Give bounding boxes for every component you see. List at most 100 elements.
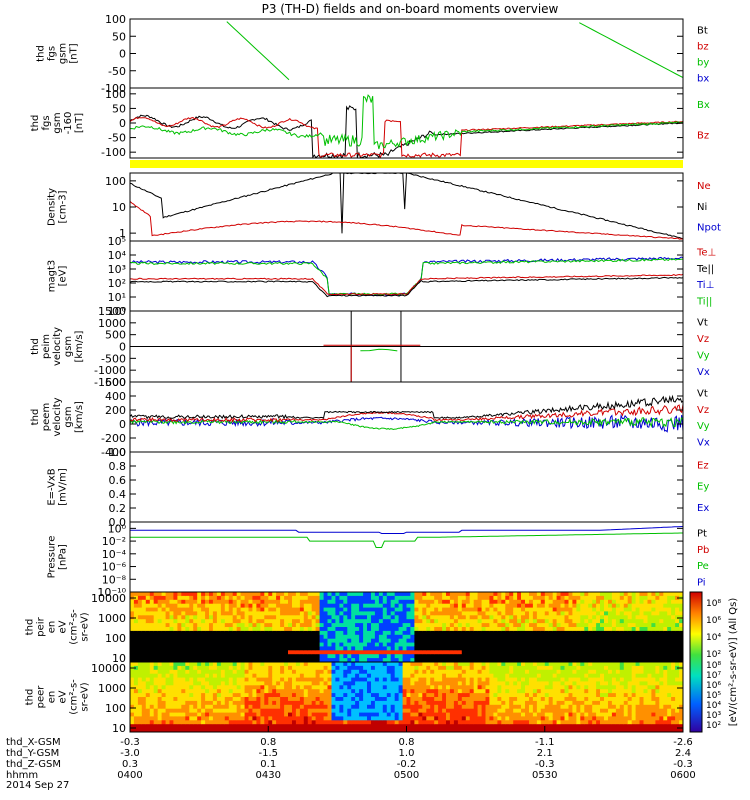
spectrogram-cell [525,689,530,694]
spectrogram-cell [216,724,222,729]
spectrogram-cell [280,693,285,698]
spectrogram-cell [161,595,167,601]
spectrogram-cell [216,720,222,725]
spectrogram-cell [220,592,226,597]
spectrogram-cell [485,654,490,659]
spectrogram-cell [556,607,562,612]
spectrogram-cell [216,662,222,667]
spectrogram-cell [505,658,510,662]
spectrogram-cell [137,677,143,682]
spectrogram-cell [232,677,238,682]
spectrogram-cell [481,712,487,717]
spectrogram-cell [568,646,573,651]
spectrogram-cell [169,592,174,597]
spectrogram-cell [319,673,325,679]
spectrogram-cell [671,630,676,636]
spectrogram-cell [319,642,325,647]
spectrogram-cell [153,603,159,609]
spectrogram-cell [556,595,562,601]
spectrogram-cell [485,642,490,647]
spectrogram-cell [453,627,459,632]
spectrogram-cell [584,720,589,725]
spectrogram-cell [659,634,664,640]
spectrogram-cell [130,654,135,659]
spectrogram-cell [556,603,562,609]
spectrogram-cell [149,662,155,667]
spectrogram-cell [343,728,348,732]
spectrogram-cell [260,685,265,690]
spectrogram-cell [205,615,210,620]
spectrogram-cell [209,592,214,597]
spectrogram-cell [216,646,222,651]
spectrogram-cell [600,704,605,710]
spectrogram-cell [209,615,214,620]
spectrogram-cell [319,665,325,671]
spectrogram-cell [335,712,340,717]
spectrogram-cell [493,677,498,682]
spectrogram-cell [205,681,210,686]
spectrogram-cell [185,646,190,651]
spectrogram-cell [201,658,206,662]
spectrogram-cell [647,642,652,647]
spectrogram-cell [608,662,613,667]
spectrogram-cell [398,623,404,628]
spectrogram-cell [272,665,277,671]
y-tick-label: 0.6 [109,474,127,487]
spectrogram-cell [615,658,621,662]
spectrogram-cell [272,677,277,682]
spectrogram-cell [181,607,186,612]
spectrogram-cell [133,611,139,616]
spectrogram-cell [240,627,246,632]
spectrogram-cell [351,603,356,609]
spectrogram-cell [272,669,277,675]
spectrogram-cell [177,673,182,679]
spectrogram-cell [382,693,388,698]
spectrogram-cell [647,638,652,644]
y-tick-label: -50 [108,65,126,78]
spectrogram-cell [299,662,305,667]
spectrogram-cell [485,700,490,706]
spectrogram-cell [556,662,562,667]
spectrogram-cell [327,658,332,662]
spectrogram-cell [244,599,250,605]
spectrogram-cell [477,607,483,612]
spectrogram-cell [568,662,573,667]
spectrogram-cell [268,685,273,690]
spectrogram-cell [651,658,656,662]
spectrogram-cell [493,646,498,651]
spectrogram-cell [197,630,202,636]
spectrogram-cell [402,685,408,690]
spectrogram-cell [165,720,171,725]
spectrogram-cell [315,728,321,732]
spectrogram-cell [374,642,380,647]
spectrogram-cell [588,724,593,729]
spectrogram-cell [580,627,585,632]
spectrogram-cell [292,658,297,662]
spectrogram-cell [386,728,392,732]
spectrogram-cell [580,716,585,721]
spectrogram-cell [244,595,250,601]
spectrogram-cell [457,673,463,679]
spectrogram-cell [347,662,352,667]
spectrogram-cell [295,720,301,725]
spectrogram-cell [327,607,332,612]
spectrogram-cell [604,642,609,647]
spectrogram-cell [430,650,435,655]
spectrogram-cell [240,689,246,694]
spectrogram-cell [572,724,577,729]
spectrogram-cell [161,611,167,616]
spectrogram-cell [378,712,384,717]
spectrogram-cell [260,642,265,647]
spectrogram-cell [517,712,522,717]
y-tick-label: 10⁻² [102,535,126,548]
spectrogram-cell [509,665,514,671]
spectrogram-cell [592,704,597,710]
spectrogram-cell [631,603,637,609]
spectrogram-cell [422,642,427,647]
spectrogram-cell [149,638,155,644]
spectrogram-cell [600,673,605,679]
spectrogram-cell [149,642,155,647]
spectrogram-cell [457,623,463,628]
spectrogram-cell [169,599,174,605]
spectrogram-cell [130,607,135,612]
